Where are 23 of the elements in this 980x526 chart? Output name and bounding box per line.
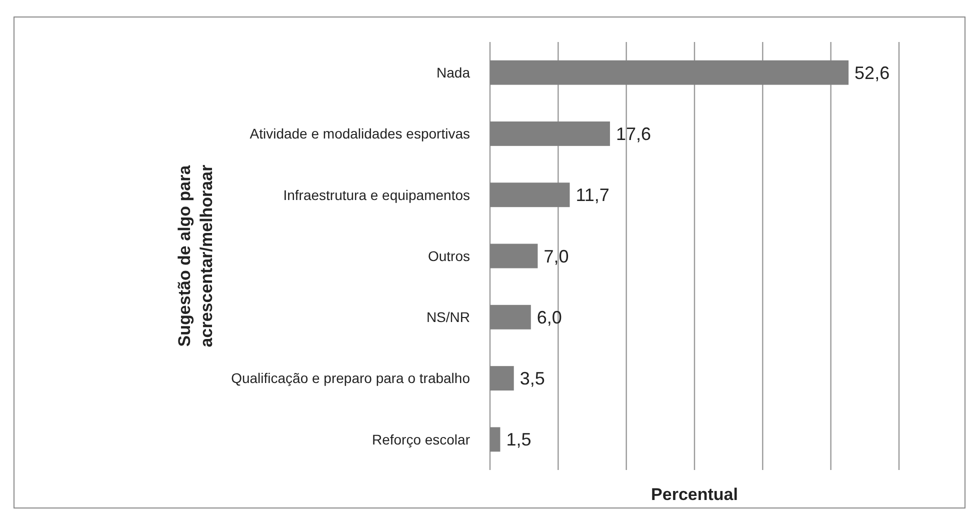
data-label: 52,6 — [854, 62, 890, 83]
y-tick-label: Infraestrutura e equipamentos — [283, 186, 470, 203]
data-label: 1,5 — [506, 430, 532, 450]
y-tick-label: Outros — [428, 248, 470, 264]
bar — [490, 60, 849, 85]
bar — [490, 366, 514, 391]
y-tick-label: Atividade e modalidades esportivas — [250, 126, 470, 142]
data-label: 6,0 — [536, 307, 562, 328]
data-label: 3,5 — [520, 368, 545, 389]
data-label: 11,7 — [576, 185, 610, 206]
bar — [490, 304, 531, 330]
bar — [490, 121, 610, 146]
y-axis-title: Sugestão de algo para acrescentar/melhoraar — [175, 164, 216, 348]
data-label: 17,6 — [616, 124, 652, 144]
bar — [490, 427, 500, 452]
y-tick-label: Qualificação e preparo para o trabalho — [231, 370, 470, 386]
bar — [490, 244, 538, 268]
bar — [490, 182, 570, 208]
data-label: 7,0 — [544, 246, 569, 266]
y-tick-label: Reforço escolar — [372, 431, 470, 448]
x-axis-title: Percentual — [651, 485, 738, 504]
y-tick-label: Nada — [436, 64, 470, 80]
y-tick-label: NS/NR — [426, 309, 470, 326]
